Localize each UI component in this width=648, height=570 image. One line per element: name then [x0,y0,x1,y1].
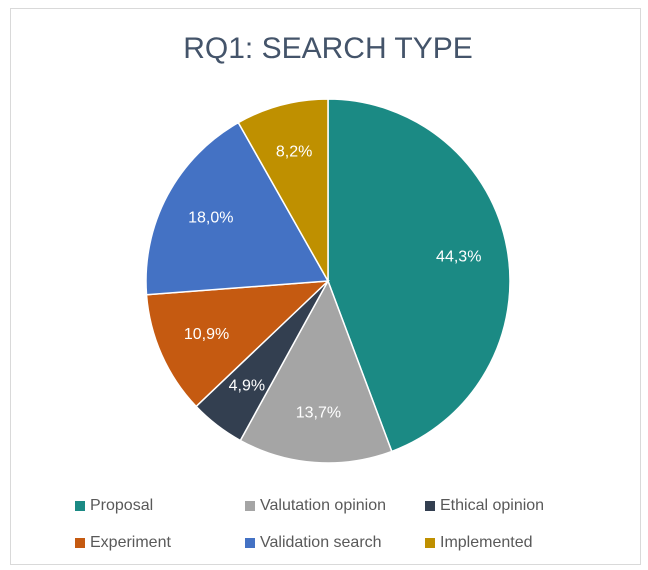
legend-label: Validation search [260,534,382,551]
chart-title: RQ1: SEARCH TYPE [183,32,473,65]
legend-swatch [75,538,85,548]
pie-slice [239,279,393,464]
legend-label: Valutation opinion [260,497,386,514]
legend-swatch [425,538,435,548]
legend-swatch [425,501,435,511]
data-label: 4,9% [229,377,265,394]
data-label: 13,7% [296,405,341,422]
data-label: 10,9% [184,326,229,343]
data-label: 8,2% [276,144,312,161]
data-label: 44,3% [436,249,481,266]
legend-label: Experiment [90,534,171,551]
data-label: 18,0% [188,210,233,227]
pie-slice [145,121,330,296]
pie-slice [237,98,329,284]
legend-swatch [245,501,255,511]
legend-label: Ethical opinion [440,497,544,514]
legend-label: Proposal [90,497,153,514]
legend-swatch [75,501,85,511]
legend-label: Implemented [440,534,533,551]
pie-slice [327,98,511,453]
legend-swatch [245,538,255,548]
pie-slice [145,280,331,408]
